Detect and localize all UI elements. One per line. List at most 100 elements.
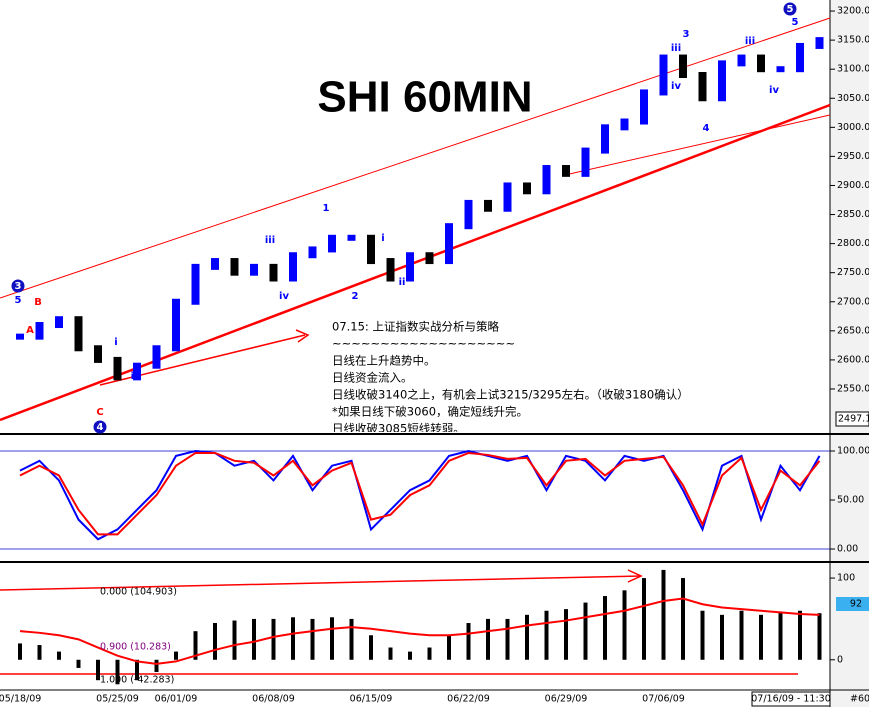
histogram-bar	[291, 617, 295, 660]
histogram-bar	[271, 618, 276, 660]
histogram-bar	[252, 618, 256, 660]
y-tick-label: 100	[837, 573, 855, 584]
histogram-bar	[310, 618, 315, 660]
note-line: 日线在上升趋势中。	[332, 354, 436, 368]
price-bar	[172, 298, 180, 352]
histogram-bar	[505, 618, 510, 660]
histogram-bar	[96, 659, 100, 681]
price-bar	[425, 252, 434, 265]
wave-label: C	[96, 407, 103, 418]
arrow-head	[627, 569, 643, 583]
price-bar	[328, 234, 336, 253]
histogram-bar	[700, 610, 705, 660]
price-bar	[659, 54, 668, 96]
y-tick-label: 100.00	[837, 446, 869, 457]
note-line: 07.15: 上证指数实战分析与策略	[332, 320, 499, 334]
wave-label: 5	[15, 295, 22, 306]
price-bar	[776, 66, 785, 73]
histogram-bar	[427, 647, 432, 660]
note-line: *如果日线下破3060，确定短线升完。	[332, 405, 528, 419]
price-bar	[367, 234, 375, 265]
y-tick-label: 2600.00	[837, 354, 869, 365]
histogram-bar	[349, 618, 354, 660]
wave-label: ii	[131, 371, 138, 382]
date-box	[751, 691, 831, 707]
histogram-bar	[642, 578, 646, 660]
note-line: 日线收破3085短线转弱。	[332, 422, 465, 436]
price-bar	[113, 356, 122, 381]
y-tick-label: 2950.00	[837, 151, 869, 162]
histogram-bar	[525, 614, 529, 660]
histogram-bar	[739, 610, 744, 660]
y-tick-label: 3050.00	[837, 93, 869, 104]
histogram-bar	[778, 612, 783, 660]
price-bar	[133, 362, 141, 381]
price-bar	[289, 252, 297, 282]
histogram-bar	[466, 623, 471, 660]
wave-label: 2	[352, 291, 359, 302]
annotation: 0.900 (10.283)	[100, 642, 171, 653]
price-bar	[445, 223, 453, 265]
wave-label: ii	[399, 277, 406, 288]
histogram-bar	[622, 590, 627, 660]
wave-label: 5	[787, 4, 794, 15]
y-tick-label: 2800.00	[837, 238, 869, 249]
histogram-bar	[486, 618, 490, 660]
histogram-bar	[408, 651, 412, 660]
price-bar	[269, 263, 278, 282]
y-tick-label: 3100.00	[837, 64, 869, 75]
price-bar	[523, 182, 531, 195]
x-tick-label: 06/22/09	[447, 694, 490, 705]
x-tick-label: 07/06/09	[642, 694, 685, 705]
note-line: ~~~~~~~~~~~~~~~~~~~	[332, 337, 515, 351]
price-bar	[464, 199, 473, 230]
signal-line	[19, 597, 820, 665]
histogram-bar	[369, 635, 373, 660]
oscillator-line	[19, 449, 821, 541]
page-label: #60	[850, 694, 869, 705]
histogram-bar	[18, 643, 22, 660]
trend-line	[0, 17, 831, 299]
axis-area	[830, 0, 869, 707]
oscillator-line	[19, 451, 821, 536]
x-tick-label: 06/15/09	[350, 694, 393, 705]
wave-circle	[93, 420, 107, 434]
histogram-bar	[388, 647, 393, 660]
x-tick-label: 07/16/09 - 11:30	[751, 694, 831, 705]
readout-box	[835, 411, 869, 427]
price-bar	[503, 182, 512, 212]
price-bar	[16, 333, 24, 340]
wave-label: 5	[792, 17, 799, 28]
histogram-bar	[115, 659, 120, 685]
arrow-head	[295, 329, 310, 343]
price-bar	[230, 258, 239, 276]
wave-label: A	[26, 325, 34, 336]
y-tick-label: 3000.00	[837, 122, 869, 133]
wave-label: iv	[769, 85, 779, 96]
price-bar	[55, 316, 63, 329]
x-tick-label: 05/18/09	[0, 694, 41, 705]
note-line: 日线资金流入。	[332, 371, 413, 385]
y-tick-label: 2850.00	[837, 209, 869, 220]
histogram-bar	[232, 620, 237, 660]
histogram-bar	[174, 651, 178, 660]
wave-label: iv	[671, 81, 681, 92]
readout: 2497.1	[838, 414, 869, 425]
y-tick-label: 2900.00	[837, 180, 869, 191]
y-tick-label: 3150.00	[837, 35, 869, 46]
wave-label: iii	[671, 43, 681, 54]
wave-label: 3	[15, 281, 22, 292]
histogram-bar	[447, 635, 451, 660]
wave-label: iii	[265, 235, 275, 246]
histogram-bar	[57, 651, 61, 660]
wave-label: B	[34, 297, 42, 308]
y-tick-label: 2550.00	[837, 383, 869, 394]
price-bar	[484, 199, 492, 212]
price-bar	[581, 147, 590, 177]
price-bar	[601, 124, 609, 154]
y-tick-label: 2700.00	[837, 296, 869, 307]
wave-label: i	[381, 233, 384, 244]
price-bar	[74, 316, 83, 352]
price-bar	[308, 246, 317, 259]
